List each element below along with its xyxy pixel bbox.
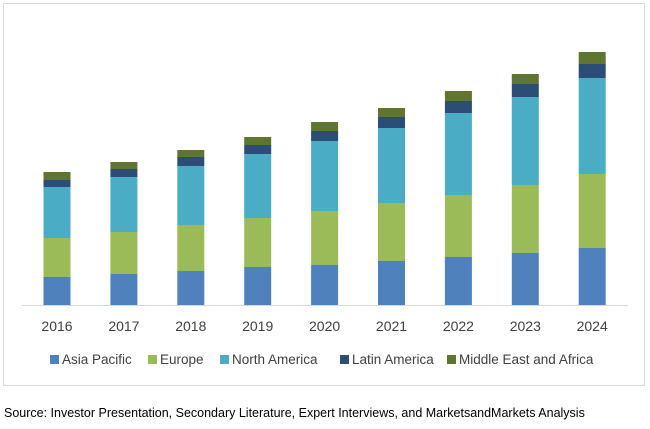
bar-segment-asia-pacific-2024	[578, 248, 606, 305]
x-tick-label: 2023	[510, 318, 541, 334]
bar-segment-asia-pacific-2021	[378, 261, 405, 305]
chart-frame	[3, 3, 645, 386]
bar-segment-europe-2018	[177, 225, 205, 271]
source-note: Source: Investor Presentation, Secondary…	[4, 406, 585, 420]
bar-segment-north-america-2016	[43, 187, 71, 238]
legend-swatch	[220, 355, 229, 364]
bar-segment-europe-2019	[244, 218, 272, 267]
bar-segment-europe-2023	[511, 185, 539, 253]
bar-segment-latin-america-2016	[43, 180, 71, 187]
bar-segment-north-america-2018	[177, 166, 205, 225]
legend-label: Latin America	[352, 352, 434, 367]
bar-segment-middle-east-and-africa-2024	[578, 52, 606, 64]
bar-segment-middle-east-and-africa-2021	[378, 108, 405, 117]
bar-segment-north-america-2024	[578, 78, 606, 174]
bar-segment-asia-pacific-2017	[110, 274, 138, 305]
legend-swatch	[447, 355, 456, 364]
bar-segment-latin-america-2018	[177, 157, 205, 166]
bar-segment-middle-east-and-africa-2023	[511, 74, 539, 84]
x-tick-label: 2019	[242, 318, 273, 334]
x-tick-label: 2016	[41, 318, 72, 334]
bar-segment-north-america-2019	[244, 154, 272, 218]
bar-segment-europe-2017	[110, 232, 138, 274]
bar-segment-latin-america-2020	[311, 131, 339, 141]
legend-label: Europe	[160, 352, 204, 367]
bar-segment-middle-east-and-africa-2020	[311, 122, 339, 131]
bar-segment-north-america-2023	[511, 97, 539, 185]
legend-label: North America	[232, 352, 318, 367]
bar-segment-middle-east-and-africa-2017	[110, 162, 138, 169]
bar-segment-middle-east-and-africa-2022	[444, 91, 472, 101]
bar-segment-europe-2020	[311, 211, 339, 265]
legend-swatch	[50, 355, 59, 364]
stacked-bar-chart: 2016 2017 2018 2019 2020 2021 2022 2023 2024 Asia…	[22, 52, 628, 367]
bar-segment-middle-east-and-africa-2016	[43, 172, 71, 180]
bar-segment-north-america-2022	[444, 113, 472, 195]
x-tick-label: 2022	[443, 318, 474, 334]
bar-segment-latin-america-2019	[244, 145, 272, 154]
x-tick-label: 2017	[108, 318, 139, 334]
bar-segment-europe-2016	[43, 238, 71, 277]
x-tick-label: 2024	[577, 318, 608, 334]
bar-segment-asia-pacific-2022	[444, 257, 472, 305]
x-tick-label: 2018	[175, 318, 206, 334]
bar-segment-europe-2021	[378, 203, 405, 261]
bar-segment-latin-america-2024	[578, 64, 606, 78]
bar-segment-north-america-2021	[378, 128, 405, 203]
bar-segment-latin-america-2022	[444, 101, 472, 113]
bar-segment-north-america-2017	[110, 177, 138, 232]
x-tick-label: 2020	[309, 318, 340, 334]
bar-segment-europe-2024	[578, 174, 606, 248]
legend-label: Middle East and Africa	[459, 352, 594, 367]
bar-segment-north-america-2020	[311, 141, 339, 211]
bar-segment-latin-america-2017	[110, 169, 138, 177]
bar-segment-asia-pacific-2019	[244, 267, 272, 305]
bar-segment-latin-america-2021	[378, 117, 405, 128]
bar-segment-latin-america-2023	[511, 84, 539, 97]
x-tick-label: 2021	[376, 318, 407, 334]
bar-segment-middle-east-and-africa-2019	[244, 137, 272, 145]
bar-segment-asia-pacific-2018	[177, 271, 205, 305]
legend-swatch	[340, 355, 349, 364]
bar-segment-asia-pacific-2016	[43, 277, 71, 305]
bar-segment-asia-pacific-2020	[311, 265, 339, 305]
bar-segment-europe-2022	[444, 195, 472, 257]
bar-segment-asia-pacific-2023	[511, 253, 539, 305]
legend-swatch	[148, 355, 157, 364]
legend-label: Asia Pacific	[62, 352, 132, 367]
bar-segment-middle-east-and-africa-2018	[177, 150, 205, 157]
